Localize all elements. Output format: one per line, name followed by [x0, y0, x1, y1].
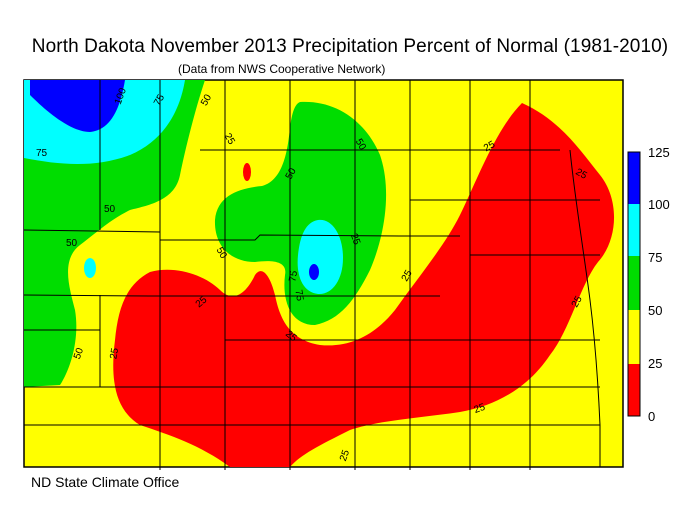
colorbar-label-0: 0: [648, 409, 656, 424]
contour-label: 25: [473, 402, 488, 416]
colorbar-segment-green: [628, 256, 640, 310]
colorbar-label-25: 25: [648, 356, 663, 371]
colorbar-label-50: 50: [648, 303, 663, 318]
contour-label: 50: [214, 246, 229, 262]
contour-label: 25: [574, 167, 590, 182]
contour-label: 50: [104, 204, 116, 215]
contour-label: 25: [338, 448, 352, 463]
map-subtitle: (Data from NWS Cooperative Network): [178, 62, 386, 76]
cyan-region-central: [297, 219, 343, 295]
contour-label: 75: [287, 270, 300, 283]
colorbar: [627, 151, 641, 417]
colorbar-label-125: 125: [648, 145, 670, 160]
contour-label: 50: [353, 137, 368, 153]
contour-label: 75: [152, 92, 167, 108]
contour-label: 50: [284, 166, 299, 182]
colorbar-segment-red: [628, 364, 640, 416]
county-boundaries: [23, 80, 601, 470]
contour-label: 50: [66, 238, 78, 249]
contour-label: 50: [199, 92, 214, 108]
colorbar-segment-blue: [628, 152, 640, 204]
colorbar-segment-cyan: [628, 204, 640, 256]
colorbar-label-100: 100: [648, 197, 670, 212]
contour-label: 75: [36, 148, 48, 159]
contour-labels: 100 75 50 75 50 50 50 50 50 75 75 25 25 …: [36, 86, 589, 463]
contour-label: 25: [400, 268, 415, 284]
footer-credit: ND State Climate Office: [31, 474, 180, 490]
contour-label: 25: [108, 347, 121, 360]
red-spot-north: [243, 163, 251, 181]
red-region-main: [113, 103, 615, 467]
blue-region-northwest: [30, 80, 125, 132]
cyan-spot-west: [84, 258, 96, 278]
contour-label: 50: [72, 346, 86, 361]
contour-label: 25: [482, 139, 498, 154]
colorbar-segment-yellow: [628, 310, 640, 364]
contour-label: 25: [348, 232, 362, 247]
green-region-central: [214, 101, 387, 325]
map-title: North Dakota November 2013 Precipitation…: [31, 36, 669, 57]
contour-label: 75: [292, 289, 305, 302]
blue-spot-central: [309, 264, 319, 280]
contour-label: 25: [222, 132, 237, 148]
colorbar-label-75: 75: [648, 250, 663, 265]
contour-label: 25: [570, 294, 585, 310]
